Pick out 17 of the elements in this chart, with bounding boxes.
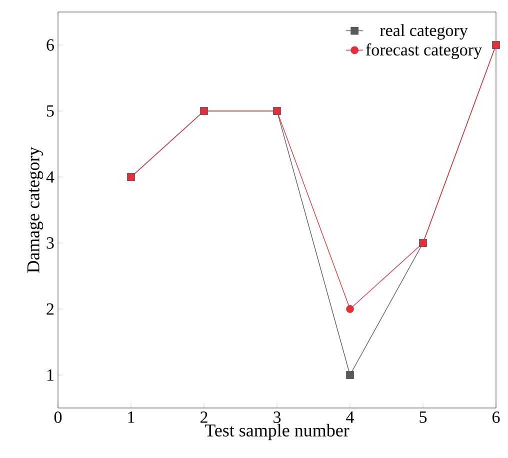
y-tick-label: 5	[46, 105, 54, 117]
y-tick-label: 2	[46, 303, 54, 315]
legend-label: forecast category	[366, 43, 482, 60]
y-tick-label: 1	[47, 369, 54, 381]
x-tick-label: 0	[54, 412, 62, 424]
x-tick-label: 4	[346, 412, 354, 423]
y-tick-label: 3	[46, 237, 54, 249]
x-tick-label: 3	[274, 412, 281, 423]
y-tick-label: 6	[46, 39, 54, 51]
legend-label: real category	[380, 24, 468, 40]
x-tick-label: 5	[420, 412, 427, 423]
x-tick-label: 1	[128, 412, 134, 423]
x-tick-label: 6	[492, 412, 500, 423]
x-axis-title: Test sample number	[204, 424, 350, 440]
x-tick-label: 2	[200, 412, 208, 423]
y-tick-label: 4	[46, 171, 54, 183]
y-axis-title: Damage category	[27, 146, 44, 273]
